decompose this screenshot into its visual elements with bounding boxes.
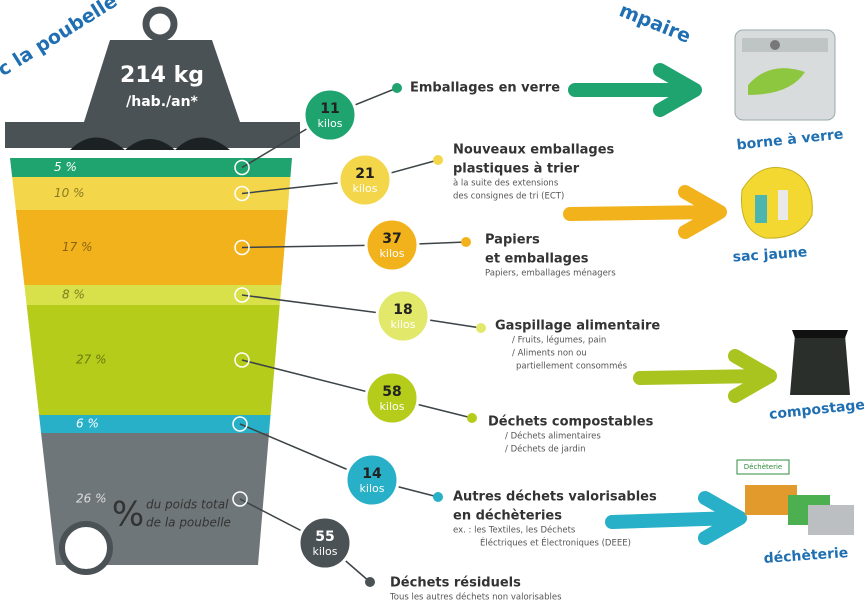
destination-label: sac jaune (732, 244, 808, 265)
amount-unit: kilos (380, 400, 405, 413)
amount-unit: kilos (318, 117, 343, 130)
bin-waste (70, 138, 230, 151)
amount: 18 (393, 302, 412, 318)
amount-unit: kilos (380, 247, 405, 260)
amount-unit: kilos (391, 318, 416, 331)
bin-segment (0, 305, 300, 415)
segment-label: 6 % (76, 417, 99, 431)
sign-text: Déchèterie (744, 463, 782, 471)
legend-text: du poids total (146, 498, 229, 512)
segment-label: 8 % (62, 288, 85, 302)
bullet (365, 577, 375, 587)
destination-label: borne à verre (736, 126, 844, 153)
bin-segment (0, 158, 300, 177)
bullet (392, 83, 402, 93)
category-detail: des consignes de tri (ECT) (453, 192, 564, 202)
category-title: Papiers (485, 233, 540, 248)
bin-wheel (62, 524, 110, 572)
amount: 58 (382, 384, 401, 400)
amount-unit: kilos (360, 482, 385, 495)
category-detail: partiellement consommés (516, 361, 628, 372)
segment-label: 5 % (54, 160, 77, 174)
amount: 55 (315, 529, 334, 545)
destination-label: déchèterie (763, 545, 849, 567)
title-fragment: mpaire (616, 0, 694, 48)
amount: 11 (320, 101, 339, 117)
bullet (433, 155, 443, 165)
amount: 21 (355, 166, 374, 182)
category-detail: ex. : les Textiles, les Déchets (453, 525, 576, 536)
category-detail: Éléctriques et Électroniques (DEEE) (480, 537, 631, 549)
category-title: Emballages en verre (410, 81, 560, 96)
weight-amount: 214 kg (120, 63, 204, 88)
bullet (467, 413, 477, 423)
recycling-centre-icon: Déchèterie (737, 460, 854, 535)
category-detail: / Déchets de jardin (505, 444, 585, 455)
arrow (575, 70, 695, 110)
yellow-bag-icon (741, 168, 812, 239)
category-title: et emballages (485, 252, 589, 267)
category-detail: / Fruits, légumes, pain (512, 335, 606, 346)
infographic: c la poubelle à d mpaire 214 kg /hab./an… (0, 0, 864, 607)
bin-segment (0, 177, 300, 210)
weight-unit: /hab./an* (126, 94, 198, 110)
amount-unit: kilos (313, 545, 338, 558)
category-detail: Papiers, emballages ménagers (485, 268, 616, 279)
glass-bank-icon (735, 30, 835, 120)
amount-unit: kilos (353, 182, 378, 195)
category-title: Déchets résiduels (390, 576, 521, 591)
category-detail: / Aliments non ou (512, 349, 587, 359)
arrow (570, 192, 720, 232)
amount: 14 (362, 466, 382, 482)
arrow (640, 356, 770, 396)
category-detail: Tous les autres déchets non valorisables (389, 592, 562, 603)
bin-segment (0, 285, 300, 305)
category-detail: à la suite des extensions (453, 179, 559, 189)
bullet (476, 323, 486, 333)
segment-label: 10 % (54, 186, 85, 200)
segment-label: 17 % (62, 240, 93, 254)
compost-bin-icon (790, 330, 850, 395)
amount: 37 (382, 231, 401, 247)
destination-label: compostage (768, 397, 864, 423)
segment-label: 26 % (76, 492, 107, 506)
category-title: Autres déchets valorisables (453, 490, 657, 505)
legend-text: de la poubelle (146, 516, 231, 530)
legend-symbol: % (112, 495, 144, 535)
category-title: Déchets compostables (488, 415, 654, 430)
segment-label: 27 % (76, 353, 107, 367)
weight-ring (146, 10, 174, 38)
bullet (433, 492, 443, 502)
category-title: Gaspillage alimentaire (495, 319, 660, 334)
category-title: Nouveaux emballages (453, 143, 615, 158)
category-detail: / Déchets alimentaires (505, 431, 601, 442)
bullet (461, 237, 471, 247)
category-title: plastiques à trier (453, 162, 580, 177)
category-title: en déchèteries (453, 509, 562, 524)
